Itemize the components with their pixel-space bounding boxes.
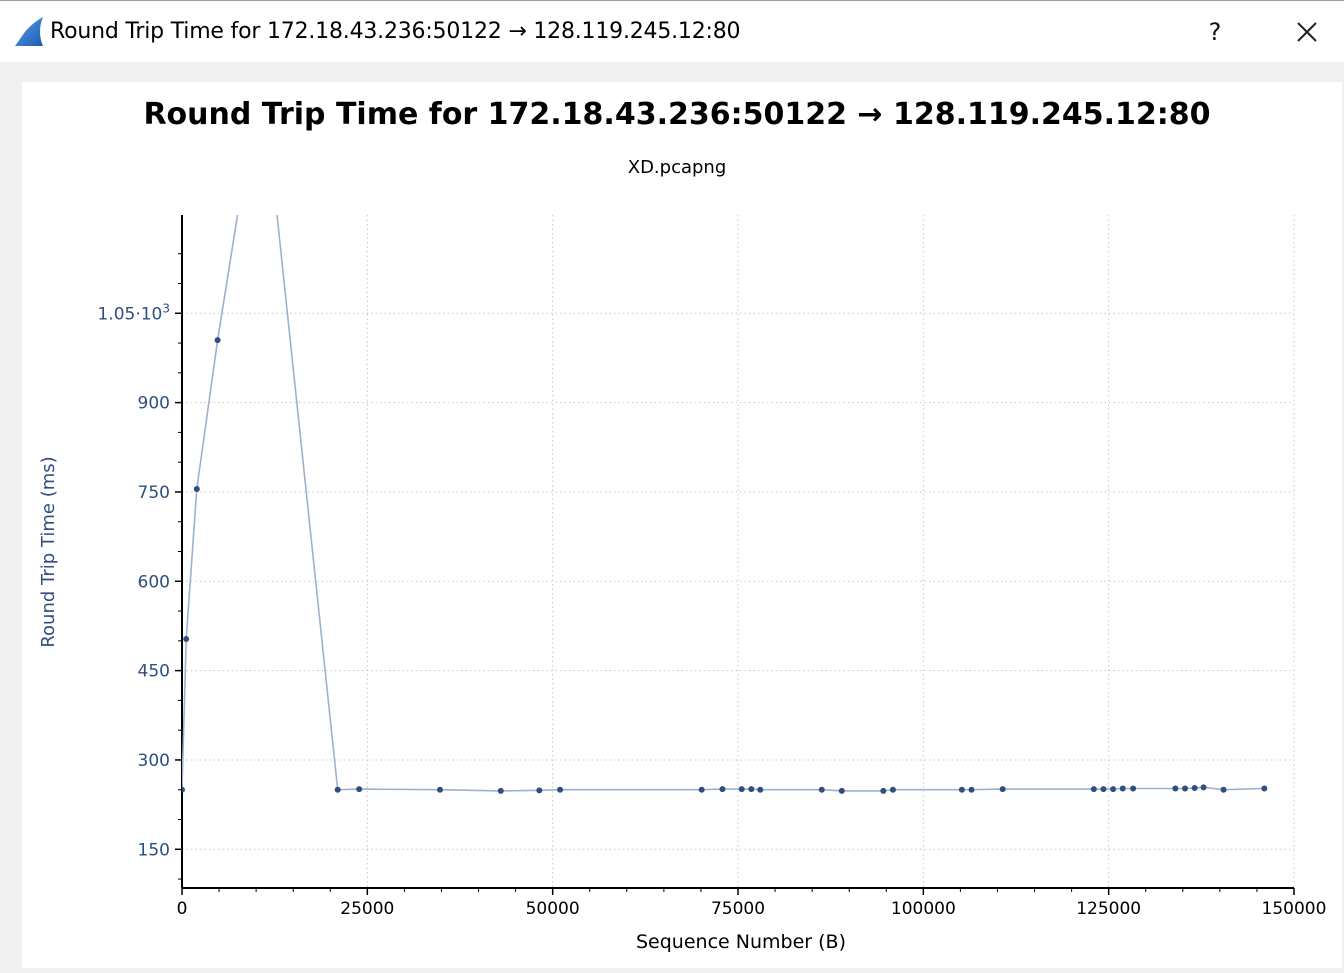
chart-subtitle: XD.pcapng xyxy=(628,157,727,178)
data-point xyxy=(1182,785,1189,792)
close-icon xyxy=(1297,22,1317,42)
y-tick-label: 900 xyxy=(138,394,170,414)
x-tick-label: 100000 xyxy=(891,899,956,919)
window-title: Round Trip Time for 172.18.43.236:50122 … xyxy=(50,19,741,44)
y-tick-label: 300 xyxy=(138,751,170,771)
data-point xyxy=(757,786,764,793)
data-point xyxy=(1220,786,1227,793)
data-point xyxy=(1191,784,1198,791)
grid-layer xyxy=(182,215,1295,888)
data-point xyxy=(1261,785,1268,792)
data-point xyxy=(1200,784,1207,791)
data-point xyxy=(1090,786,1097,793)
data-point xyxy=(183,636,190,643)
y-axis-label: Round Trip Time (ms) xyxy=(38,456,59,647)
wireshark-fin-icon xyxy=(15,17,43,46)
data-point xyxy=(1172,785,1179,792)
data-point xyxy=(214,337,221,344)
data-point xyxy=(968,786,975,793)
y-tick-label: 1.05·103 xyxy=(97,301,170,324)
data-point xyxy=(193,485,200,492)
x-tick-label: 125000 xyxy=(1076,899,1141,919)
y-tick-label: 600 xyxy=(138,572,170,592)
x-axis-label: Sequence Number (B) xyxy=(636,931,846,953)
series-layer xyxy=(182,215,1268,794)
x-tick-label: 50000 xyxy=(526,899,580,919)
x-tick-label: 75000 xyxy=(711,899,765,919)
data-point xyxy=(1130,785,1137,792)
data-point xyxy=(818,786,825,793)
chart-title: Round Trip Time for 172.18.43.236:50122 … xyxy=(143,97,1210,132)
title-bar: Round Trip Time for 172.18.43.236:50122 … xyxy=(0,0,1344,62)
data-point xyxy=(497,787,504,794)
series-line xyxy=(182,215,1265,792)
y-tick-label: 450 xyxy=(138,662,170,682)
close-button[interactable] xyxy=(1282,9,1332,55)
data-point xyxy=(1100,786,1107,793)
data-point xyxy=(958,786,965,793)
x-tick-label: 25000 xyxy=(340,899,394,919)
rtt-chart[interactable]: Round Trip Time for 172.18.43.236:50122 … xyxy=(22,82,1342,968)
chart-panel: Round Trip Time for 172.18.43.236:50122 … xyxy=(22,82,1342,968)
data-point xyxy=(889,786,896,793)
data-point xyxy=(880,787,887,794)
data-point xyxy=(1119,785,1126,792)
data-point xyxy=(356,786,363,793)
data-point xyxy=(182,786,185,793)
data-point xyxy=(1110,786,1117,793)
data-point xyxy=(698,786,705,793)
x-tick-label: 0 xyxy=(177,899,188,919)
data-point xyxy=(536,787,543,794)
data-point xyxy=(334,786,341,793)
data-point xyxy=(838,787,845,794)
data-point xyxy=(999,786,1006,793)
help-button[interactable]: ? xyxy=(1208,18,1222,46)
y-tick-label: 150 xyxy=(138,840,170,860)
data-point xyxy=(748,786,755,793)
data-point xyxy=(738,786,745,793)
data-point xyxy=(436,786,443,793)
x-tick-label: 150000 xyxy=(1262,899,1327,919)
axis-layer: 0 25000 50000 75000 100000 125000 150000 150 300… xyxy=(97,215,1326,919)
data-point xyxy=(557,786,564,793)
y-tick-label: 750 xyxy=(138,483,170,503)
data-point xyxy=(719,786,726,793)
